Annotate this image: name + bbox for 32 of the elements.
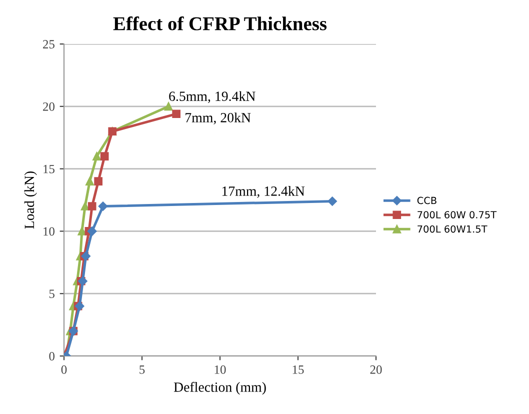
chart-title: Effect of CFRP Thickness (113, 16, 327, 30)
x-tick-label: 5 (140, 366, 145, 374)
y-tick-label: 10 (44, 227, 54, 236)
point (87, 226, 97, 236)
point (86, 177, 94, 186)
x-tick-label: 0 (61, 365, 67, 374)
x-axis-title: Deflection (mm) (174, 382, 266, 395)
point (80, 202, 90, 210)
annotation: 7mm, 20kN (186, 112, 251, 124)
point (94, 177, 102, 186)
legend-label: 700L 60W 0.75T (418, 211, 497, 218)
point (78, 227, 86, 236)
annotation: 17mm, 12.4kN (222, 186, 305, 198)
legend-label: CCB (417, 196, 436, 204)
x-tick-label: 10 (214, 365, 226, 374)
x-tick-label: 20 (370, 365, 382, 374)
point (328, 196, 337, 206)
point (172, 110, 180, 118)
annotation: 6.5mm, 19.4kN (169, 91, 256, 103)
point (88, 202, 96, 210)
y-tick-label: 25 (43, 40, 54, 48)
x-tick-label: 15 (292, 365, 304, 374)
y-tick-label: 20 (43, 102, 54, 111)
y-tick-label: 0 (49, 352, 54, 360)
y-tick-label: 5 (49, 290, 54, 298)
point (100, 152, 109, 160)
point (92, 152, 101, 160)
legend-label: 700L 60W1.5T (418, 225, 488, 233)
y-axis-title: Load (kN) (24, 171, 37, 229)
point (164, 102, 173, 111)
point (98, 202, 108, 211)
y-tick-label: 15 (44, 164, 54, 174)
